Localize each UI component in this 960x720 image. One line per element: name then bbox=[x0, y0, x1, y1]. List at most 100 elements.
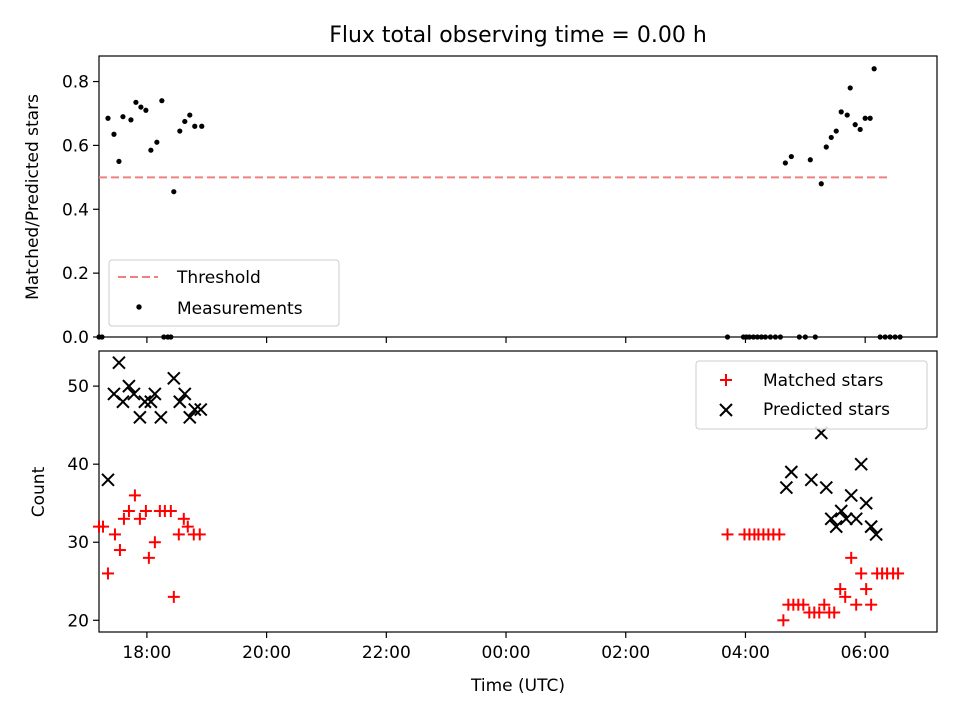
matched-star-point bbox=[128, 489, 141, 502]
predicted-star-stroke-b bbox=[844, 488, 858, 503]
predicted-star-point bbox=[138, 395, 152, 409]
count-legend-box bbox=[695, 360, 928, 430]
matched-star-point bbox=[167, 590, 180, 603]
measurement-point bbox=[772, 334, 778, 340]
count-xtick-label: 22:00 bbox=[362, 643, 411, 663]
chart-title: Flux total observing time = 0.00 h bbox=[329, 23, 707, 48]
predicted-star-stroke-b bbox=[178, 387, 192, 401]
measurement-point bbox=[823, 144, 829, 150]
measurement-point bbox=[177, 128, 183, 134]
ratio-legend-box bbox=[108, 259, 340, 327]
matched-star-point bbox=[139, 505, 152, 518]
predicted-star-stroke-b bbox=[188, 402, 202, 417]
measurement-point bbox=[802, 334, 808, 340]
predicted-star-point bbox=[819, 480, 833, 495]
matched-star-point bbox=[892, 567, 905, 580]
predicted-star-stroke-b bbox=[869, 527, 883, 542]
matched-star-point bbox=[108, 528, 121, 541]
measurement-point bbox=[111, 131, 117, 137]
predicted-star-stroke-b bbox=[819, 480, 833, 495]
legend-predicted-label: Predicted stars bbox=[763, 400, 890, 420]
ratio-ytick-label: 0.0 bbox=[62, 328, 89, 348]
matched-star-point bbox=[834, 583, 847, 596]
measurement-point bbox=[105, 115, 111, 121]
predicted-star-stroke-b bbox=[148, 387, 162, 401]
count-panel: 20 30 40 50 18:00 20:00 22:00 00:00 02:00 04:00 0… bbox=[29, 350, 938, 696]
measurement-point bbox=[847, 85, 853, 91]
measurement-point bbox=[788, 153, 794, 160]
predicted-star-point bbox=[116, 395, 130, 409]
predicted-star-point bbox=[829, 519, 843, 534]
ratio-legend: Threshold Measurements bbox=[108, 259, 340, 327]
predicted-star-stroke-b bbox=[804, 473, 819, 487]
matched-star-point bbox=[96, 520, 109, 533]
matched-star-point bbox=[122, 505, 135, 518]
legend-threshold-label: Threshold bbox=[176, 268, 261, 288]
predicted-star-stroke-b bbox=[824, 512, 838, 526]
predicted-star-point bbox=[188, 402, 202, 417]
predicted-star-stroke-b bbox=[834, 504, 848, 518]
predicted-star-point bbox=[784, 465, 799, 479]
measurement-point bbox=[838, 109, 844, 115]
matched-star-point bbox=[721, 528, 734, 541]
matched-star-point bbox=[193, 528, 206, 541]
measurement-point bbox=[796, 334, 802, 340]
matched-star-point bbox=[113, 544, 126, 557]
count-ytick-label: 50 bbox=[67, 377, 89, 397]
predicted-star-stroke-b bbox=[122, 379, 136, 393]
measurement-point bbox=[161, 334, 167, 340]
predicted-star-point bbox=[839, 512, 853, 526]
ratio-y-axis-label: Matched/Predicted stars bbox=[23, 94, 43, 300]
predicted-star-stroke-b bbox=[194, 402, 208, 417]
measurement-point bbox=[182, 118, 188, 125]
predicted-star-stroke-b bbox=[854, 457, 868, 471]
count-y-axis-label: Count bbox=[29, 466, 49, 517]
count-xtick-label: 00:00 bbox=[482, 643, 531, 663]
matched-star-point bbox=[177, 512, 190, 525]
matched-star-point bbox=[117, 512, 130, 525]
measurement-point bbox=[154, 139, 160, 145]
predicted-star-point bbox=[178, 387, 192, 401]
measurement-point bbox=[192, 123, 198, 129]
measurement-point bbox=[782, 160, 788, 166]
measurement-point bbox=[767, 334, 773, 340]
predicted-star-point bbox=[144, 395, 158, 409]
predicted-star-point bbox=[849, 512, 863, 526]
measurement-point bbox=[187, 112, 193, 118]
measurement-point bbox=[724, 334, 731, 340]
predicted-star-stroke-b bbox=[784, 465, 799, 479]
matched-star-point bbox=[828, 606, 841, 619]
legend-measurements-label: Measurements bbox=[177, 299, 303, 319]
predicted-star-stroke-b bbox=[154, 410, 168, 425]
ratio-panel: 0.00.20.40.60.8 Matched/Predicted stars … bbox=[23, 55, 938, 348]
measurement-point bbox=[857, 126, 863, 133]
predicted-star-stroke-b bbox=[864, 519, 878, 534]
measurement-point bbox=[159, 98, 165, 104]
matched-star-point bbox=[797, 598, 810, 611]
measurement-point bbox=[746, 334, 753, 340]
measurement-point bbox=[892, 334, 898, 340]
matched-star-point bbox=[818, 598, 831, 611]
measurement-point bbox=[867, 115, 873, 121]
predicted-star-point bbox=[854, 457, 868, 471]
matched-star-point bbox=[839, 590, 852, 603]
ratio-ytick-label: 0.2 bbox=[62, 264, 89, 284]
predicted-star-point bbox=[779, 480, 794, 495]
predicted-star-stroke-b bbox=[107, 387, 121, 401]
count-xtick-label: 02:00 bbox=[601, 643, 650, 663]
measurement-point bbox=[754, 334, 761, 340]
predicted-star-point bbox=[824, 512, 838, 526]
count-xtick-label: 18:00 bbox=[122, 643, 171, 663]
count-ytick-label: 40 bbox=[67, 455, 89, 475]
predicted-star-point bbox=[869, 527, 883, 542]
measurement-point bbox=[807, 157, 813, 163]
measurement-point bbox=[148, 147, 154, 153]
count-ytick-label: 30 bbox=[67, 533, 89, 553]
matched-star-point bbox=[860, 583, 873, 596]
predicted-star-point bbox=[154, 410, 168, 425]
measurement-point bbox=[777, 334, 783, 340]
count-xtick-label: 06:00 bbox=[841, 643, 890, 663]
predicted-star-point bbox=[101, 473, 115, 487]
measurement-point bbox=[171, 189, 177, 195]
predicted-star-stroke-b bbox=[859, 496, 873, 510]
